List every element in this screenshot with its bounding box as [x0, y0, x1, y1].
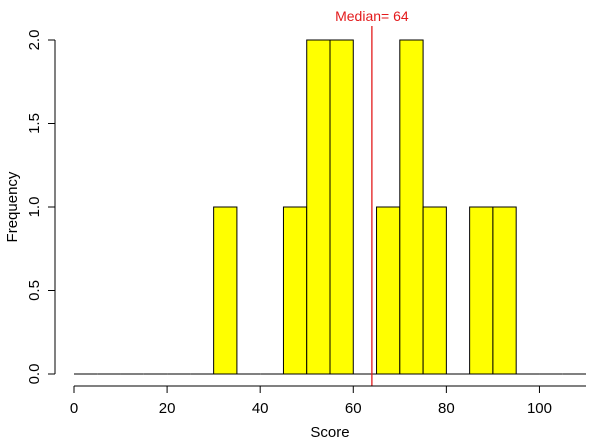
histogram-bar [469, 206, 494, 375]
x-axis-title: Score [310, 424, 349, 441]
x-tick-label: 40 [252, 400, 269, 417]
histogram-bar [306, 39, 331, 375]
histogram-bar [282, 206, 308, 375]
x-tick-label: 0 [70, 400, 78, 417]
x-tick-label: 60 [345, 400, 362, 417]
histogram-bar [329, 39, 354, 375]
histogram-bar [492, 206, 517, 375]
histogram-bar [213, 206, 238, 375]
median-label: Median= 64 [335, 8, 409, 24]
x-tick-label: 80 [438, 400, 455, 417]
histogram-bar [399, 39, 424, 375]
histogram-bar [376, 206, 401, 375]
x-tick-label: 100 [527, 400, 552, 417]
y-tick-label: 0.5 [26, 280, 43, 301]
y-tick-label: 2.0 [26, 30, 43, 51]
y-axis: 0.0 0.5 1.0 1.5 2.0 [26, 30, 56, 385]
x-tick-label: 20 [159, 400, 176, 417]
y-tick-label: 1.5 [26, 113, 43, 134]
median-marker: Median= 64 [335, 8, 409, 386]
x-axis: 0 20 40 60 80 100 [70, 385, 586, 417]
histogram-bar [422, 206, 447, 375]
histogram-bars [74, 39, 586, 375]
y-tick-label: 1.0 [26, 197, 43, 218]
y-axis-title: Frequency [4, 171, 21, 242]
y-tick-label: 0.0 [26, 364, 43, 385]
